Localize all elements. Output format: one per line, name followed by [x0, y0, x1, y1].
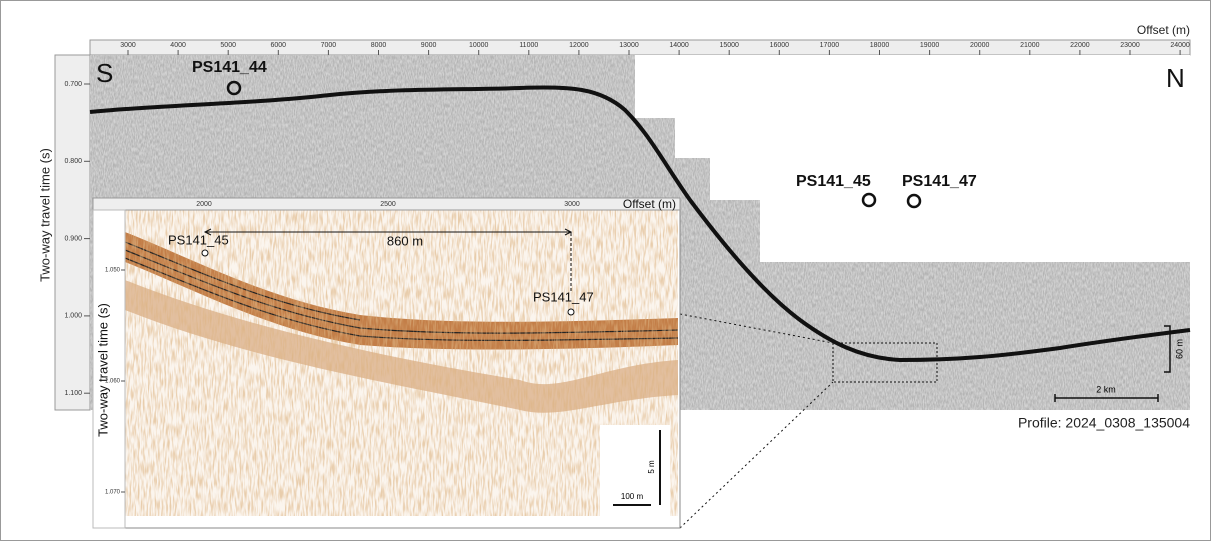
station-marker — [226, 80, 242, 96]
zoom-connector — [679, 313, 834, 344]
x-tick-label: 17000 — [820, 42, 840, 49]
inset-x-tick-label: 2500 — [380, 201, 396, 208]
inset-station-label: PS141_47 — [533, 289, 594, 304]
inset-y-tick-label: 1.060 — [105, 379, 121, 385]
profile-label: Profile: 2024_0308_135004 — [1018, 415, 1190, 431]
x-tick-label: 12000 — [569, 42, 589, 49]
inset-scale-box — [600, 425, 670, 518]
inset-x-tick-label: 2000 — [196, 201, 212, 208]
distance-label: 860 m — [387, 233, 423, 248]
x-tick-label: 16000 — [770, 42, 790, 49]
x-tick-label: 10000 — [469, 42, 489, 49]
y-tick-label: 1.000 — [64, 313, 82, 320]
x-axis-label: Offset (m) — [1137, 23, 1190, 37]
inset-y-ruler — [92, 209, 126, 529]
inset-station-marker — [567, 308, 575, 316]
inset-y-tick-label: 1.050 — [105, 268, 121, 274]
x-tick-label: 20000 — [970, 42, 990, 49]
vertical-scale-bar — [1164, 325, 1171, 373]
zoom-box — [832, 342, 938, 383]
inset-x-axis-label: Offset (m) — [623, 197, 676, 211]
x-tick-label: 23000 — [1120, 42, 1140, 49]
inset-reflectors — [124, 210, 679, 516]
x-tick-label: 8000 — [371, 42, 387, 49]
inset-station-label: PS141_45 — [168, 232, 229, 247]
x-tick-label: 14000 — [669, 42, 689, 49]
x-tick-label: 3000 — [120, 42, 136, 49]
horizontal-scale-label: 2 km — [1096, 384, 1116, 394]
inset-y-tick-label: 1.070 — [105, 490, 121, 496]
x-tick-label: 7000 — [321, 42, 337, 49]
inset-x-tick-label: 3000 — [564, 201, 580, 208]
x-tick-label: 18000 — [870, 42, 890, 49]
x-tick-label: 13000 — [619, 42, 639, 49]
station-marker — [861, 192, 877, 208]
station-label: PS141_47 — [902, 173, 977, 190]
x-tick-label: 15000 — [719, 42, 739, 49]
y-tick-label: 0.900 — [64, 235, 82, 242]
inset-vertical-scale-label: 5 m — [647, 460, 656, 474]
inset-y-axis-label: Two-way travel time (s) — [95, 303, 110, 437]
x-tick-label: 11000 — [519, 42, 538, 49]
x-tick-label: 19000 — [920, 42, 940, 49]
x-tick-label: 4000 — [170, 42, 186, 49]
arrow-heads — [203, 228, 573, 236]
x-tick-label: 24000 — [1170, 42, 1190, 49]
x-tick-label: 22000 — [1070, 42, 1090, 49]
horizontal-scale-bar — [1054, 394, 1159, 402]
y-axis-label: Two-way travel time (s) — [37, 148, 52, 282]
inset-horizontal-scale-label: 100 m — [621, 492, 644, 501]
seafloor-reflector — [89, 85, 1191, 363]
vertical-scale-label: 60 m — [1174, 339, 1184, 359]
y-tick-label: 0.700 — [64, 81, 82, 88]
south-label: S — [96, 58, 113, 88]
north-label: N — [1166, 63, 1185, 93]
station-marker — [906, 193, 922, 209]
inset-station-marker — [201, 249, 209, 257]
x-tick-label: 9000 — [421, 42, 437, 49]
y-tick-label: 0.800 — [64, 158, 82, 165]
inset-x-ruler — [92, 197, 681, 211]
x-tick-label: 21000 — [1020, 42, 1040, 49]
zoom-connector — [679, 381, 834, 529]
y-tick-label: 1.100 — [64, 390, 82, 397]
station-label: PS141_44 — [192, 59, 267, 76]
y-ruler — [54, 54, 91, 411]
no-data — [635, 55, 1190, 262]
station-label: PS141_45 — [796, 173, 871, 190]
x-tick-label: 6000 — [271, 42, 287, 49]
x-tick-label: 5000 — [220, 42, 236, 49]
